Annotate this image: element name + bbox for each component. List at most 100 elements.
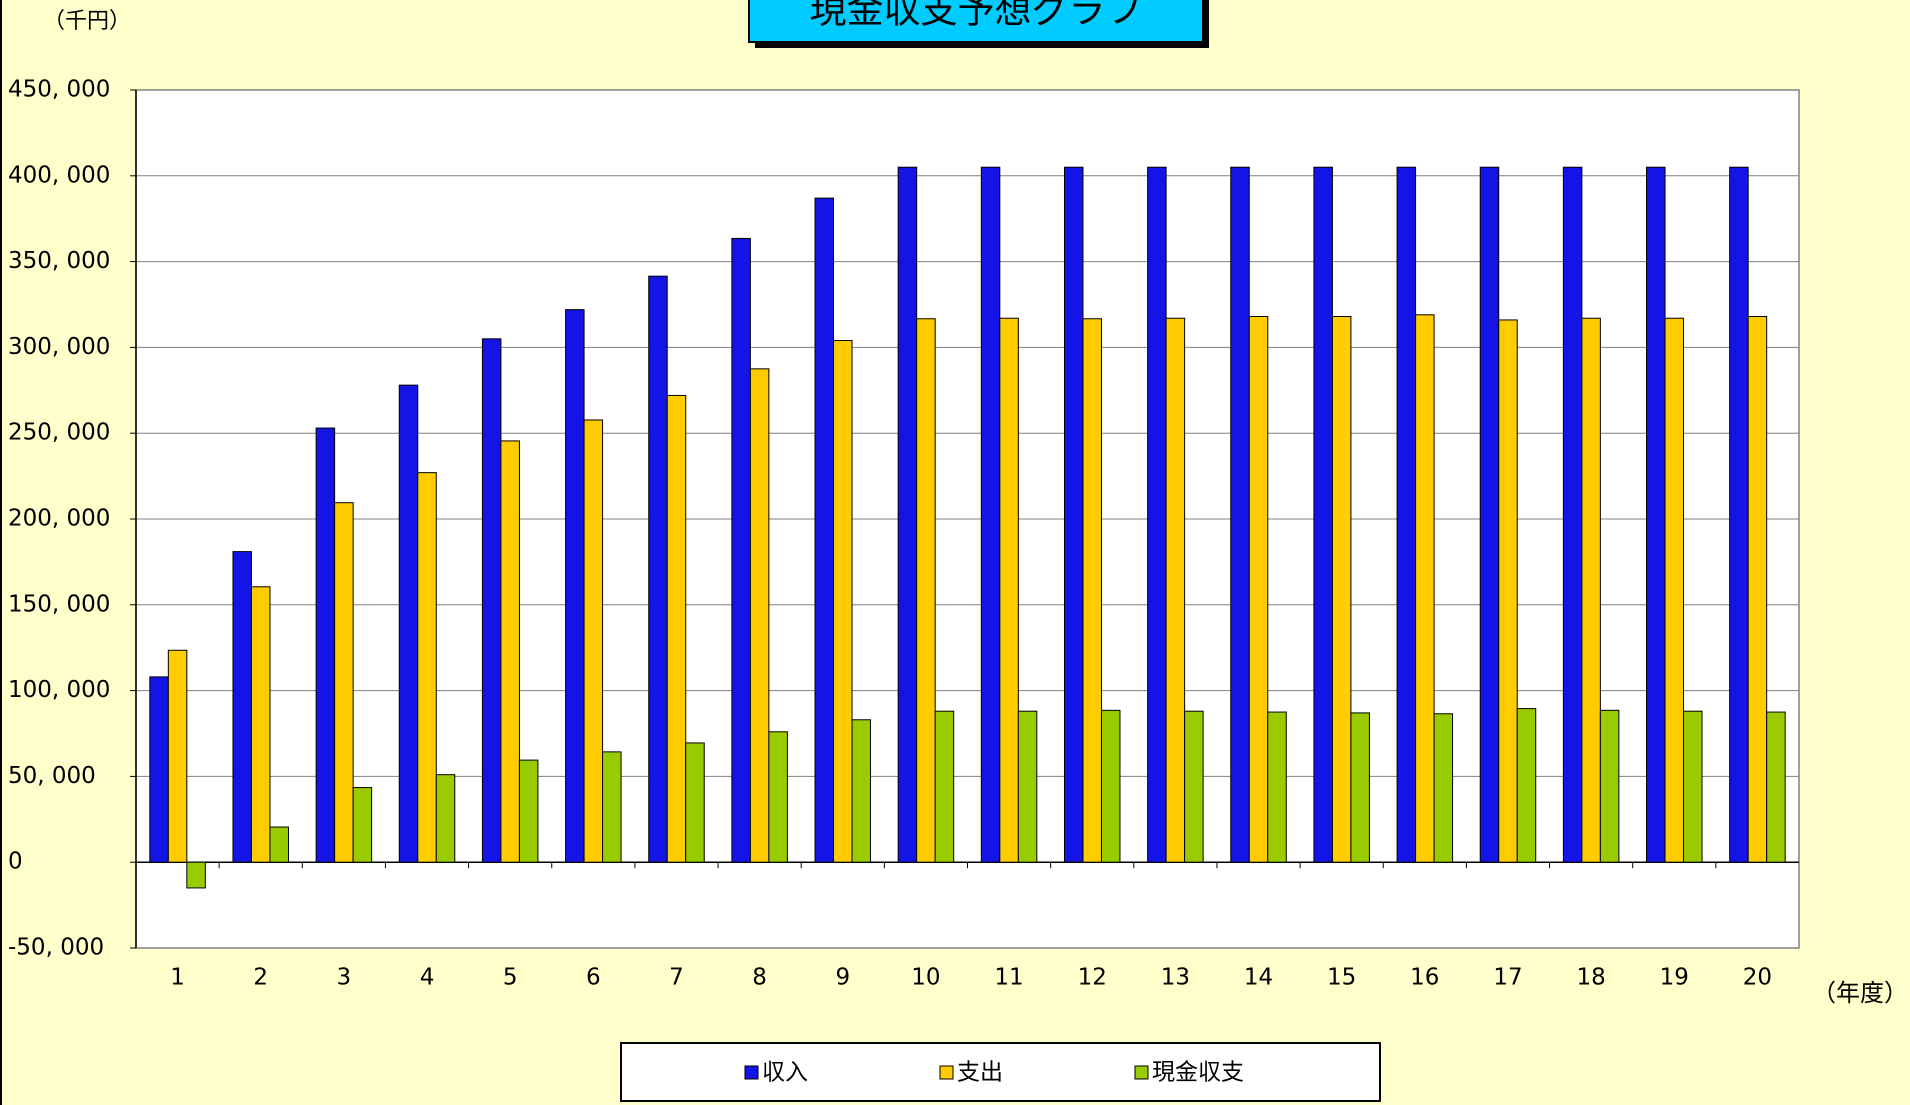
bar (1581, 317, 1601, 863)
y-tick-label: 200, 000 (8, 506, 110, 532)
x-tick-label: 2 (253, 965, 268, 991)
legend-swatch (1134, 1065, 1149, 1080)
bar (1313, 166, 1333, 863)
bar (417, 472, 437, 863)
legend-label: 収入 (762, 1060, 808, 1086)
x-tick-label: 15 (1327, 965, 1356, 991)
bar (768, 731, 788, 863)
legend-swatch (939, 1065, 954, 1080)
bar (1683, 710, 1703, 863)
bar (481, 338, 502, 863)
bar (1147, 166, 1167, 863)
legend-label: 現金収支 (1152, 1060, 1244, 1086)
title-box (748, 0, 1204, 43)
bar (1184, 710, 1204, 863)
y-tick-label: 250, 000 (8, 420, 110, 446)
y-tick-label: 0 (8, 849, 23, 875)
x-tick-label: 5 (503, 965, 518, 991)
bar (1165, 317, 1186, 863)
y-unit-label: （千円） (43, 9, 131, 34)
bar (1664, 317, 1685, 863)
y-tick-label: -50, 000 (8, 935, 104, 961)
x-tick-label: 17 (1493, 965, 1522, 991)
bar (352, 787, 373, 863)
bar (334, 502, 354, 863)
bar (851, 719, 872, 863)
x-tick-label: 16 (1410, 965, 1439, 991)
bar (749, 368, 770, 863)
x-tick-label: 4 (420, 965, 435, 991)
y-tick-label: 50, 000 (8, 763, 96, 789)
bar (269, 826, 289, 863)
y-tick-label: 300, 000 (8, 334, 110, 360)
bar (1248, 316, 1269, 863)
bar (814, 197, 835, 863)
bar (250, 586, 271, 863)
x-unit-label: （年度） (1812, 979, 1908, 1007)
x-tick-label: 7 (669, 965, 684, 991)
bar (1562, 166, 1583, 863)
bar (518, 759, 539, 863)
x-tick-label: 6 (586, 965, 601, 991)
bar (1498, 319, 1518, 863)
bar (315, 427, 336, 863)
bar (1729, 166, 1749, 863)
bar (897, 166, 918, 863)
y-tick-label: 350, 000 (8, 248, 110, 274)
x-tick-label: 14 (1244, 965, 1273, 991)
x-tick-label: 19 (1660, 965, 1689, 991)
bar (1516, 708, 1537, 863)
bar (1747, 316, 1768, 863)
bar (232, 551, 252, 863)
bar (1479, 166, 1500, 863)
x-tick-label: 9 (835, 965, 850, 991)
bar (666, 394, 687, 863)
x-tick-label: 12 (1078, 965, 1107, 991)
bar (1230, 166, 1250, 863)
legend-label: 支出 (957, 1060, 1003, 1086)
y-tick-label: 450, 000 (8, 77, 110, 103)
bar (1396, 166, 1417, 863)
bar (685, 742, 705, 863)
bar (916, 318, 936, 863)
x-tick-label: 11 (994, 965, 1023, 991)
bar (1017, 710, 1038, 863)
y-tick-label: 100, 000 (8, 677, 110, 703)
bar (398, 384, 419, 863)
bar (1350, 712, 1370, 863)
chart-title: 現金収支予想グラフ (810, 0, 1143, 32)
bar (602, 751, 622, 863)
bar (1415, 314, 1435, 863)
bar (167, 649, 188, 863)
x-tick-label: 3 (337, 965, 352, 991)
bar (648, 275, 668, 863)
bar (934, 710, 955, 863)
bar (1331, 316, 1352, 863)
bar (1433, 713, 1454, 863)
bar (1267, 711, 1287, 863)
bar (1100, 709, 1121, 863)
bar (1766, 711, 1786, 863)
bar (186, 861, 206, 889)
bar (1063, 166, 1084, 863)
bar (435, 774, 456, 863)
bar (999, 317, 1019, 863)
x-tick-label: 1 (170, 965, 185, 991)
bar (1599, 709, 1620, 863)
x-tick-label: 10 (911, 965, 940, 991)
bar (1646, 166, 1666, 863)
bar (149, 676, 169, 863)
bar (500, 440, 520, 863)
x-tick-label: 18 (1576, 965, 1605, 991)
bar (980, 166, 1001, 863)
bar (833, 340, 853, 863)
bar (1082, 318, 1102, 863)
bar (565, 309, 585, 863)
x-tick-label: 13 (1161, 965, 1190, 991)
y-tick-label: 150, 000 (8, 591, 110, 617)
legend-swatch (744, 1065, 759, 1080)
x-tick-label: 20 (1743, 965, 1772, 991)
bar (731, 237, 751, 863)
